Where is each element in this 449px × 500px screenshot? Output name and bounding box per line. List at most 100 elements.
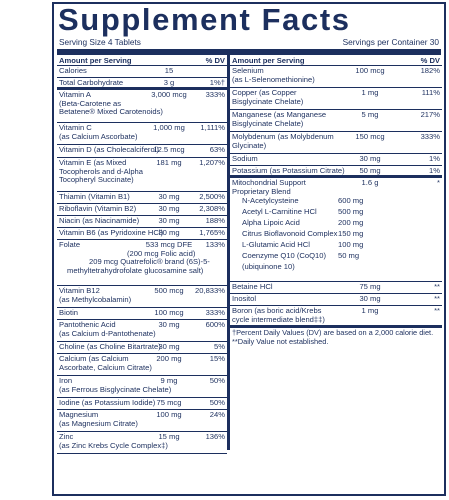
nutrient-dv: 5% (214, 342, 225, 351)
blend-component-name: Alpha Lipoic Acid (242, 218, 300, 228)
nutrient-amount: 1 mg (361, 88, 379, 97)
right-nutrient-list: Selenium (as L-Selenomethionine) 100 mcg 18… (230, 66, 442, 328)
nutrient-dv: ** (434, 282, 440, 291)
nutrient-dv: 133% (205, 240, 225, 249)
nutrient-row: Vitamin A (Beta-Carotene as Betatene® Mixe… (57, 90, 227, 123)
nutrient-dv: 333% (420, 132, 440, 141)
blend-component-amount: 100 mg (338, 240, 364, 250)
servings-per-container: Servings per Container 30 (342, 37, 439, 47)
dv-header: % DV (420, 56, 440, 65)
nutrient-dv: 111% (421, 88, 440, 97)
right-column-header: Amount per Serving % DV (230, 55, 442, 66)
blend-component-name: Citrus Bioflavonoid Complex (242, 229, 338, 239)
nutrient-row: Copper (as Copper Bisglycinate Chelate) 1 … (230, 88, 442, 110)
folate-detail: 209 mcg Quatrefolic® brand (6S)-5- (89, 257, 210, 267)
blend-component-amount: 200 mg (338, 218, 364, 228)
nutrient-amount: 30 mg (158, 192, 180, 201)
nutrient-dv: * (437, 178, 440, 187)
nutrient-amount: 5 mg (361, 110, 379, 119)
nutrient-name: Selenium (232, 66, 264, 75)
nutrient-row: Vitamin D (as Cholecalciferol) 12.5 mcg 63… (57, 145, 227, 158)
nutrient-row: Riboflavin (Vitamin B2) 30 mg 2,308% (57, 204, 227, 216)
nutrient-amount: 30 mg (158, 320, 180, 329)
nutrient-amount: 3,000 mcg (151, 90, 187, 99)
nutrient-dv: 2,308% (199, 204, 225, 213)
nutrient-source: (as Magnesium Citrate) (59, 418, 138, 428)
nutrient-dv: 24% (209, 410, 225, 419)
panel-title: Supplement Facts (58, 2, 351, 37)
nutrient-amount: 30 mg (158, 342, 180, 351)
blend-component-amount: 600 mg (338, 196, 364, 206)
nutrient-dv: ** (434, 294, 440, 303)
nutrient-name: Iron (59, 376, 73, 385)
nutrient-amount: 1 mg (361, 306, 379, 315)
nutrient-source: (Beta-Carotene as (59, 98, 122, 108)
nutrient-name: Vitamin B12 (59, 286, 100, 295)
nutrient-dv: 1,111% (200, 123, 225, 132)
nutrient-row: Iodine (as Potassium Iodide) 75 mcg 50% (57, 398, 227, 410)
nutrient-name: Vitamin A (59, 90, 91, 99)
nutrient-name: Mitochondrial Support (232, 178, 306, 187)
nutrient-row: Niacin (as Niacinamide) 30 mg 188% (57, 216, 227, 228)
nutrient-row: Vitamin E (as Mixed Tocopherols and d-Alp… (57, 158, 227, 192)
nutrient-amount: 100 mcg (154, 308, 184, 317)
nutrient-name: Vitamin D (as Cholecalciferol) (59, 145, 159, 154)
nutrient-name: Calories (59, 66, 87, 75)
folate-detail: methyltetrahydrofolate glucosamine salt) (67, 265, 204, 275)
footnote-area: †Percent Daily Values (DV) are based on … (230, 328, 442, 354)
nutrient-source: Tocopherols and d-Alpha (59, 166, 144, 176)
nutrient-row: Boron (as boric acid/Krebs cycle intermed… (230, 306, 442, 328)
nutrient-source: Proprietary Blend (232, 186, 291, 196)
nutrient-row: Vitamin B6 (as Pyridoxine HCl) 30 mg 1,765… (57, 228, 227, 240)
nutrient-amount: 1,000 mg (153, 123, 185, 132)
nutrient-dv: 63% (209, 145, 225, 154)
nutrient-amount: 75 mg (359, 282, 381, 291)
nutrient-source: Bisglycinate Chelate) (232, 118, 304, 128)
nutrient-source: Ascorbate, Calcium Citrate) (59, 362, 152, 372)
serving-size: Serving Size 4 Tablets (59, 37, 141, 47)
nutrient-row: Magnesium (as Magnesium Citrate) 100 mg 24% (57, 410, 227, 432)
nutrient-dv: 2,500% (199, 192, 225, 201)
nutrient-amount: 15 mg (158, 432, 180, 441)
nutrient-amount: 150 mcg (355, 132, 385, 141)
nutrient-dv: ** (434, 306, 440, 315)
nutrient-name: Copper (as Copper (232, 88, 297, 97)
nutrient-row: Inositol 30 mg ** (230, 294, 442, 306)
nutrient-dv: 333% (205, 90, 225, 99)
amount-header: Amount per Serving (59, 56, 132, 65)
nutrient-row: Iron (as Ferrous Bisglycinate Chelate) 9 m… (57, 376, 227, 398)
nutrient-row: Zinc (as Zinc Krebs Cycle Complex‡) 15 mg 1… (57, 432, 227, 454)
header-rule (57, 49, 441, 55)
nutrient-name: Iodine (as Potassium Iodide) (59, 398, 156, 407)
nutrient-amount: 200 mg (156, 354, 182, 363)
nutrient-row: Manganese (as Manganese Bisglycinate Chel… (230, 110, 442, 132)
nutrient-name: Vitamin B6 (as Pyridoxine HCl) (59, 228, 164, 237)
nutrient-name: Calcium (as Calcium (59, 354, 129, 363)
nutrient-row: Total Carbohydrate 3 g 1%† (57, 78, 227, 90)
nutrient-amount: 181 mg (156, 158, 182, 167)
nutrient-row: Calcium (as Calcium Ascorbate, Calcium Ci… (57, 354, 227, 376)
nutrient-name: Choline (as Choline Bitartrate) (59, 342, 161, 351)
nutrient-dv: 50% (209, 376, 225, 385)
nutrient-row: Molybdenum (as Molybdenum Glycinate) 150 m… (230, 132, 442, 154)
nutrient-row: Sodium 30 mg 1% (230, 154, 442, 166)
blend-component-name: Coenzyme Q10 (CoQ10) (242, 251, 326, 261)
nutrient-name: Vitamin E (as Mixed (59, 158, 127, 167)
nutrient-row: Vitamin C (as Calcium Ascorbate) 1,000 mg 1… (57, 123, 227, 145)
blend-component-amount: 150 mg (338, 229, 364, 239)
nutrient-name: Magnesium (59, 410, 99, 419)
nutrient-name: Vitamin C (59, 123, 92, 132)
nutrient-amount: 30 mg (158, 216, 180, 225)
blend-component-name: L-Glutamic Acid HCl (242, 240, 310, 250)
left-nutrient-list: Calories 15 Total Carbohydrate 3 g 1%† Vitami… (57, 66, 227, 454)
nutrient-amount: 3 g (163, 78, 175, 87)
nutrient-amount: 30 mg (158, 204, 180, 213)
nutrient-dv: 217% (420, 110, 440, 119)
nutrient-dv: 1%† (209, 78, 225, 87)
left-column: Amount per Serving % DV Calories 15 Total … (57, 55, 227, 454)
nutrient-name: Boron (as boric acid/Krebs (232, 306, 322, 315)
blend-component-amount: 500 mg (338, 207, 364, 217)
blend-component-name: (ubiquinone 10) (242, 262, 295, 272)
nutrient-row: Thiamin (Vitamin B1) 30 mg 2,500% (57, 192, 227, 204)
nutrient-source: (as Methylcobalamin) (59, 294, 132, 304)
